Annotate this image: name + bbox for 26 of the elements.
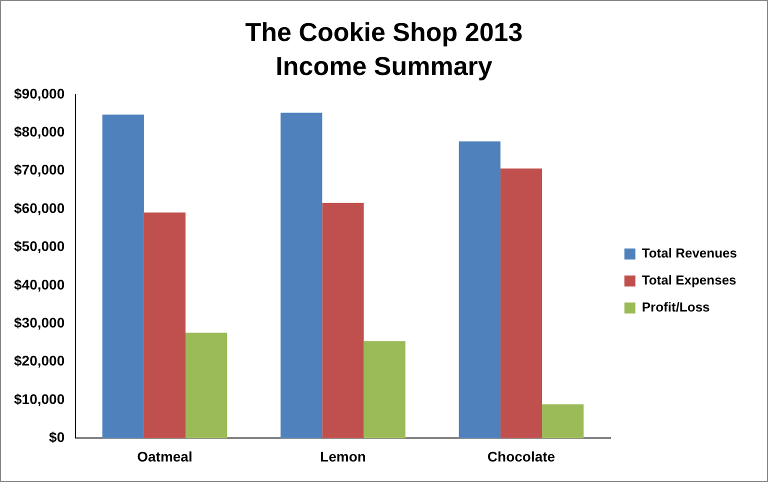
- y-tick-label: $70,000: [14, 162, 65, 178]
- y-tick-label: $90,000: [14, 85, 65, 102]
- bar: [500, 168, 542, 438]
- chart-title: The Cookie Shop 2013 Income Summary: [244, 16, 524, 83]
- y-tick-label: $10,000: [14, 390, 65, 407]
- bar: [458, 141, 500, 438]
- bar: [102, 114, 144, 438]
- legend-label: Total Revenues: [642, 246, 738, 261]
- y-tick-label: $40,000: [14, 276, 65, 292]
- bar: [322, 202, 364, 438]
- bar: [542, 404, 584, 438]
- x-tick-label: Oatmeal: [137, 448, 192, 464]
- bar: [186, 332, 228, 438]
- y-tick-label: $20,000: [14, 352, 65, 369]
- x-tick-label: Lemon: [320, 448, 366, 464]
- bar: [364, 341, 406, 438]
- legend-label: Total Expenses: [642, 272, 736, 288]
- x-tick-label: Chocolate: [487, 448, 556, 464]
- legend-label: Profit/Loss: [642, 300, 710, 315]
- bar: [144, 212, 186, 438]
- y-tick-label: $50,000: [14, 238, 65, 254]
- y-tick-label: $30,000: [14, 314, 65, 330]
- y-tick-label: $80,000: [14, 123, 65, 140]
- bar: [280, 112, 322, 438]
- y-tick-label: $60,000: [14, 200, 65, 216]
- y-tick-label: $0: [49, 429, 65, 446]
